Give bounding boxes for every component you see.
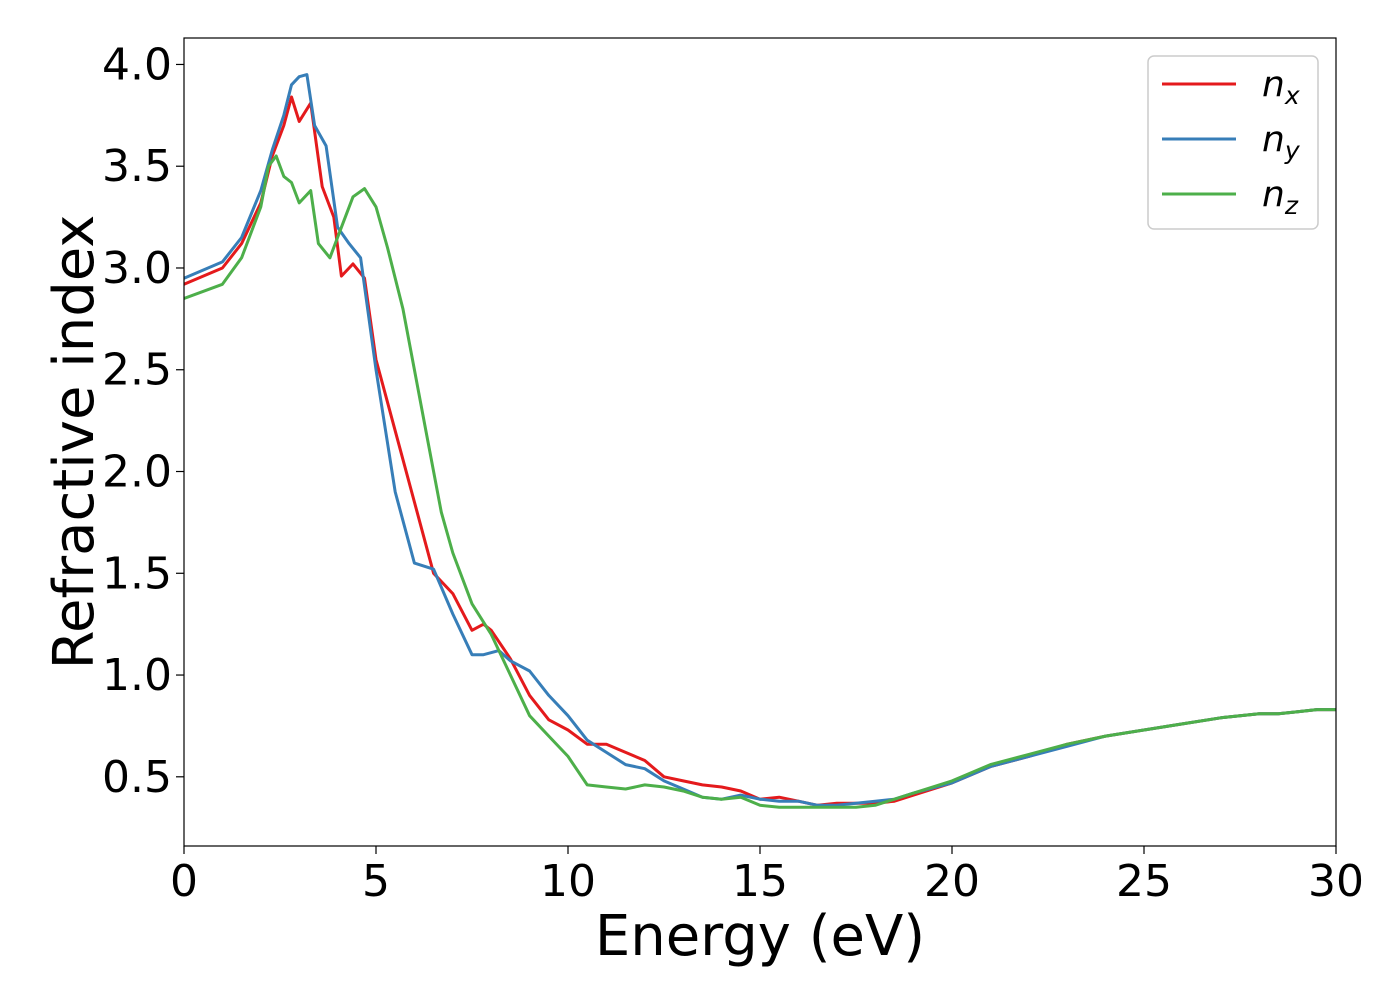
- x-tick-label: 10: [540, 856, 596, 907]
- x-tick-label: 15: [732, 856, 788, 907]
- legend-label: ny: [1262, 119, 1301, 165]
- x-axis-title: Energy (eV): [595, 904, 925, 969]
- legend-label-subscript: z: [1284, 191, 1299, 220]
- legend-item-z: nz: [1162, 174, 1299, 220]
- x-tick-label: 0: [170, 856, 198, 907]
- legend-label-base: n: [1262, 174, 1285, 215]
- y-axis-title: Refractive index: [42, 215, 107, 670]
- series-line-z: [184, 154, 1336, 809]
- series-line-y: [184, 73, 1336, 807]
- y-tick-label: 3.0: [102, 243, 172, 294]
- legend-label-subscript: y: [1284, 136, 1301, 165]
- y-tick-label: 3.5: [102, 141, 172, 192]
- legend-label: nz: [1262, 174, 1299, 220]
- x-axis: 0 5 10 15 20 25 30: [170, 846, 1364, 907]
- legend-label-base: n: [1262, 119, 1285, 160]
- y-tick-label: 1.0: [102, 650, 172, 701]
- legend-item-y: ny: [1162, 119, 1301, 165]
- x-tick-label: 20: [924, 856, 980, 907]
- legend-label-base: n: [1262, 64, 1285, 105]
- y-tick-label: 2.5: [102, 345, 172, 396]
- y-axis: 0.5 1.0 1.5 2.0 2.5 3.0 3.5 4.0: [102, 39, 184, 803]
- series-layer: [184, 73, 1336, 809]
- y-tick-label: 4.0: [102, 39, 172, 90]
- x-tick-label: 5: [362, 856, 390, 907]
- legend-label-subscript: x: [1284, 81, 1300, 110]
- x-tick-label: 30: [1308, 856, 1364, 907]
- y-tick-label: 0.5: [102, 752, 172, 803]
- y-tick-label: 2.0: [102, 447, 172, 498]
- legend-box: [1147, 55, 1319, 230]
- legend-item-x: nx: [1162, 64, 1300, 110]
- x-tick-label: 25: [1116, 856, 1172, 907]
- y-tick-label: 1.5: [102, 548, 172, 599]
- legend-label: nx: [1262, 64, 1300, 110]
